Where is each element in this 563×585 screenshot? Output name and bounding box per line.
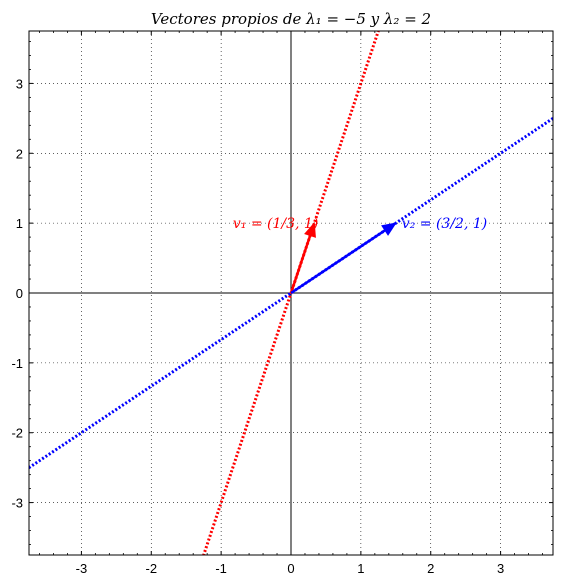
vector-2-arrowhead (381, 222, 397, 236)
vector-1-shaft (289, 235, 312, 294)
y-tick-label: 0 (16, 286, 23, 301)
x-tick-label: 0 (287, 561, 294, 576)
x-tick-label: -2 (145, 561, 157, 576)
y-tick-label: 3 (16, 76, 23, 91)
x-tick-label: 3 (497, 561, 504, 576)
y-tick-label: -2 (11, 426, 23, 441)
tick-marks (29, 31, 553, 555)
x-tick-label: 1 (357, 561, 364, 576)
y-tick-label: 1 (16, 216, 23, 231)
chart-title: Vectores propios de λ₁ = −5 y λ₂ = 2 (151, 10, 431, 28)
tick-labels: -3 -2 -1 0 1 2 3 -3 -2 -1 0 1 2 3 (11, 76, 504, 576)
x-tick-label: -3 (76, 561, 88, 576)
vector-1-arrowhead (304, 221, 316, 238)
vector-layer: v₁ = (1/3, 1) v₂ = (3/2, 1) (233, 216, 487, 295)
y-tick-label: 2 (16, 146, 23, 161)
vector-2-label: v₂ = (3/2, 1) (402, 216, 487, 232)
x-tick-label: 2 (427, 561, 434, 576)
vector-2-shaft (290, 229, 386, 295)
x-tick-label: -1 (215, 561, 227, 576)
y-tick-label: -3 (11, 496, 23, 511)
y-tick-label: -1 (11, 356, 23, 371)
vector-1-label: v₁ = (1/3, 1) (233, 216, 318, 232)
